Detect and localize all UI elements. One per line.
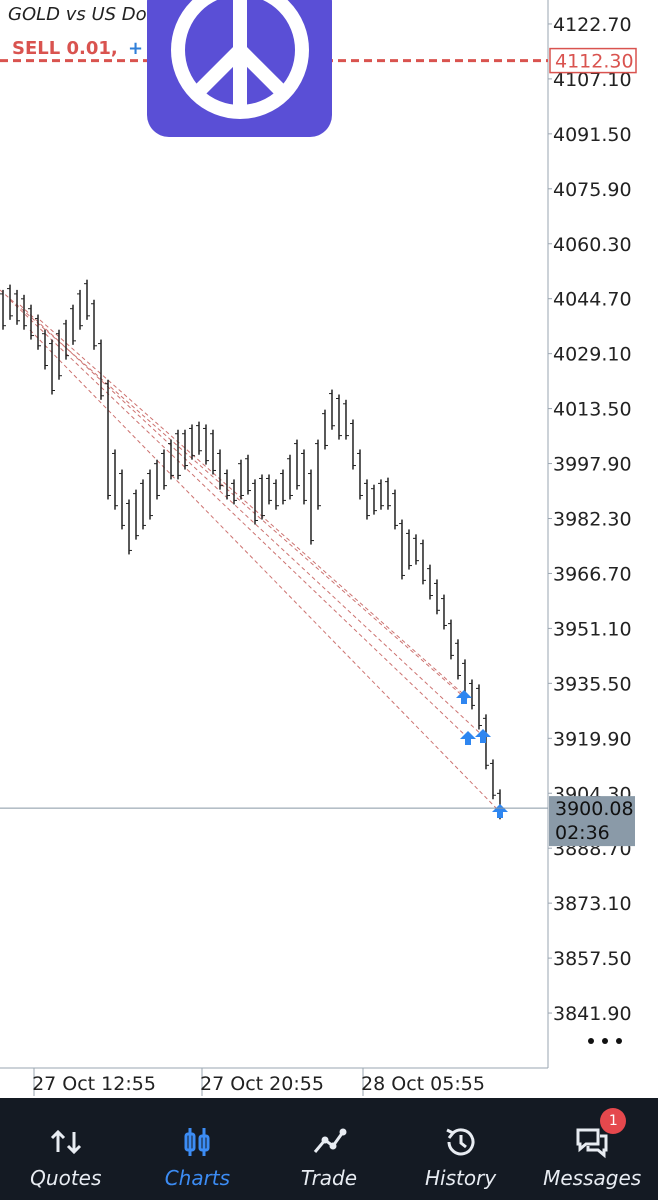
history-line bbox=[0, 289, 465, 698]
y-tick-label: 3873.10 bbox=[553, 893, 632, 915]
badge: 1 bbox=[600, 1108, 627, 1134]
buy-arrow bbox=[492, 804, 508, 818]
nav-label: Quotes bbox=[30, 1166, 102, 1190]
y-tick-label: 4091.50 bbox=[553, 124, 632, 146]
icon bbox=[576, 1128, 608, 1159]
icon bbox=[313, 1128, 347, 1153]
nav-label: Messages bbox=[543, 1166, 642, 1190]
buy-arrow bbox=[460, 731, 476, 745]
trade-history bbox=[0, 289, 501, 813]
more-menu[interactable] bbox=[588, 1038, 622, 1044]
x-tick-label: 27 Oct 12:55 bbox=[32, 1073, 156, 1095]
buy-arrow bbox=[456, 690, 472, 704]
y-tick-label: 3982.30 bbox=[553, 509, 632, 531]
x-tick-label: 27 Oct 20:55 bbox=[200, 1073, 324, 1095]
nav-trade[interactable]: Trade bbox=[263, 1098, 395, 1200]
icon bbox=[50, 1129, 81, 1155]
y-tick-label: 4060.30 bbox=[553, 234, 632, 256]
history-line bbox=[9, 299, 469, 739]
order-marker: + bbox=[128, 38, 143, 59]
current-price-label: 3900.08 bbox=[555, 798, 634, 820]
y-tick-label: 4075.90 bbox=[553, 179, 632, 201]
nav-quotes[interactable]: Quotes bbox=[0, 1098, 132, 1200]
y-tick-label: 3857.50 bbox=[553, 948, 632, 970]
nav-label: Charts bbox=[164, 1166, 231, 1190]
symbol-title: GOLD vs US Doll bbox=[8, 4, 157, 25]
current-price-box bbox=[549, 796, 635, 847]
y-tick-label: 3951.10 bbox=[553, 618, 632, 640]
y-tick-label: 4122.70 bbox=[553, 14, 632, 36]
buy-arrow bbox=[475, 729, 491, 743]
chart: 4122.70 4107.10 4091.50 4075.90 4060.30 4044.… bbox=[0, 0, 637, 1096]
y-tick-label: 3966.70 bbox=[553, 563, 632, 585]
nav-messages[interactable]: Messages 1 bbox=[526, 1098, 658, 1200]
order-label: SELL 0.01, bbox=[12, 38, 118, 59]
x-tick-label: 28 Oct 05:55 bbox=[361, 1073, 485, 1095]
y-tick-label: 3997.90 bbox=[553, 454, 632, 476]
icon bbox=[184, 1128, 210, 1156]
y-tick-label: 4044.70 bbox=[553, 289, 632, 311]
y-tick-label: 4029.10 bbox=[553, 344, 632, 366]
nav-charts[interactable]: Charts bbox=[132, 1098, 264, 1200]
nav-history[interactable]: History bbox=[395, 1098, 527, 1200]
order-price-label: 4112.30 bbox=[555, 51, 634, 73]
history-line bbox=[39, 319, 471, 701]
bottom-nav: Quotes Charts Trade History Messages 1 bbox=[0, 1098, 658, 1200]
y-tick-label: 4013.50 bbox=[553, 399, 632, 421]
app-icon bbox=[147, 0, 332, 137]
nav-label: History bbox=[425, 1166, 497, 1190]
order-price-box bbox=[549, 47, 637, 74]
nav-label: Trade bbox=[300, 1166, 358, 1190]
y-tick-label: 3935.50 bbox=[553, 673, 632, 695]
history-line bbox=[19, 304, 484, 737]
icon bbox=[445, 1128, 475, 1156]
countdown-label: 02:36 bbox=[555, 822, 610, 844]
y-tick-label: 3919.90 bbox=[553, 728, 632, 750]
trade-arrows bbox=[456, 690, 508, 818]
y-tick-label: 3841.90 bbox=[553, 1003, 632, 1025]
y-tick-label: 4107.10 bbox=[553, 69, 632, 91]
